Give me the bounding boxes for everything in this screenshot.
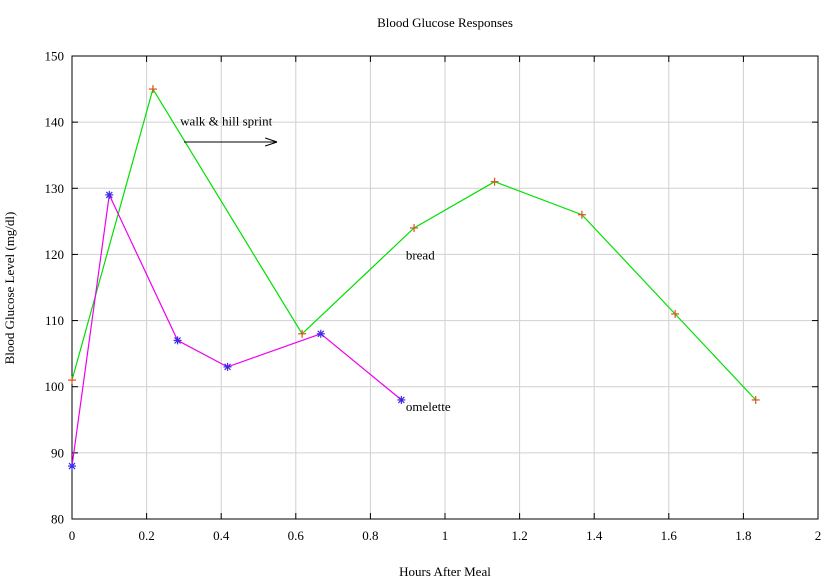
data-point-bread — [68, 376, 76, 385]
x-tick-label: 1.6 — [661, 528, 678, 543]
x-tick-label: 1.4 — [586, 528, 603, 543]
x-tick-label: 0.4 — [213, 528, 230, 543]
data-point-omelette — [173, 336, 182, 345]
marker-stroke — [105, 191, 113, 199]
y-tick-label: 90 — [51, 445, 64, 460]
grid — [72, 56, 818, 519]
chart-title: Blood Glucose Responses — [377, 15, 513, 30]
x-tick-label: 0.2 — [138, 528, 154, 543]
y-tick-label: 130 — [45, 181, 65, 196]
y-tick-label: 110 — [45, 313, 64, 328]
marker-stroke — [224, 363, 231, 371]
marker-stroke — [397, 396, 405, 404]
data-point-omelette — [223, 362, 232, 371]
x-tick-label: 0.6 — [288, 528, 305, 543]
y-tick-label: 140 — [45, 115, 65, 130]
annotations: walk & hill sprint bread omelette — [180, 113, 451, 414]
y-axis-label: Blood Glucose Level (mg/dl) — [2, 212, 17, 365]
x-axis-label: Hours After Meal — [399, 564, 491, 579]
y-tick-label: 120 — [45, 247, 65, 262]
series-line-bread — [71, 87, 757, 401]
data-series — [68, 85, 760, 471]
data-point-omelette — [397, 395, 406, 404]
annotation-label: walk & hill sprint — [180, 113, 272, 128]
x-tick-label: 1 — [442, 528, 449, 543]
data-point-bread — [577, 210, 586, 219]
data-point-bread — [410, 223, 419, 232]
marker-stroke — [317, 330, 325, 338]
data-point-omelette — [68, 462, 76, 471]
data-point-omelette — [316, 329, 325, 338]
data-point-bread — [298, 329, 307, 338]
y-tick-label: 150 — [45, 49, 65, 64]
data-point-bread — [148, 85, 157, 94]
marker-stroke — [68, 462, 76, 470]
data-point-omelette — [105, 190, 114, 199]
x-tick-label: 1.8 — [735, 528, 751, 543]
x-tick-label: 2 — [815, 528, 822, 543]
annotation-label: bread — [406, 248, 435, 263]
y-tick-label: 80 — [51, 512, 64, 527]
axis-ticks: 0 0.2 0.4 0.6 0.8 1 1.2 1.4 1.6 1.8 2 80 90 100 110 120… — [45, 49, 822, 544]
data-point-bread — [490, 177, 499, 186]
series-line-omelette — [71, 192, 402, 467]
data-point-bread — [671, 309, 680, 318]
x-tick-label: 0 — [69, 528, 76, 543]
annotation-label: omelette — [406, 399, 451, 414]
y-tick-label: 100 — [45, 379, 65, 394]
x-tick-label: 1.2 — [511, 528, 527, 543]
marker-stroke — [174, 336, 181, 344]
data-point-bread — [751, 395, 760, 404]
x-tick-label: 0.8 — [362, 528, 378, 543]
